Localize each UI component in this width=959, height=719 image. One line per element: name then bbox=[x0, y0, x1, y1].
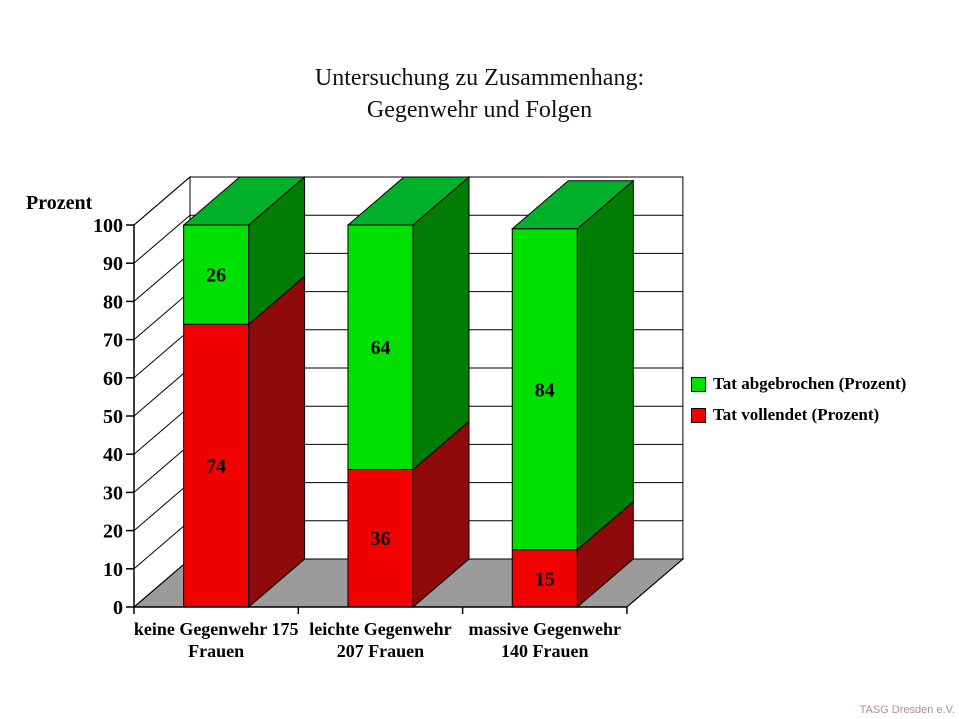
legend: Tat abgebrochen (Prozent) Tat vollendet … bbox=[691, 374, 906, 436]
y-tick-label: 20 bbox=[103, 521, 123, 543]
chart-title: Untersuchung zu Zusammenhang: Gegenwehr … bbox=[0, 62, 959, 126]
wall-diagonal bbox=[133, 482, 191, 531]
y-tick-label: 30 bbox=[103, 482, 123, 504]
bar-side-vollendet bbox=[248, 275, 306, 609]
chart-title-line2: Gegenwehr und Folgen bbox=[366, 97, 593, 123]
bar-value-label: 36 bbox=[370, 528, 390, 550]
legend-swatch-green bbox=[691, 376, 706, 392]
bar-front-abgebrochen bbox=[511, 228, 578, 551]
wall-diagonal bbox=[133, 405, 191, 455]
wall-diagonal bbox=[133, 367, 191, 417]
legend-label: Tat vollendet (Prozent) bbox=[713, 405, 880, 424]
y-tick-label: 80 bbox=[103, 291, 123, 313]
wall-diagonal bbox=[133, 214, 191, 264]
category-label: keine Gegenwehr 175 bbox=[134, 619, 299, 639]
y-tick-label: 10 bbox=[103, 559, 123, 581]
bar-side-abgebrochen bbox=[576, 179, 634, 551]
bar-front-abgebrochen bbox=[347, 224, 414, 470]
legend-swatch-red bbox=[691, 407, 706, 423]
bar-value-label: 15 bbox=[535, 568, 555, 590]
y-tick-label: 70 bbox=[103, 330, 123, 352]
bar-front-abgebrochen bbox=[183, 224, 250, 325]
y-axis-title: Prozent bbox=[26, 192, 93, 214]
category-label: 207 Frauen bbox=[337, 641, 425, 661]
legend-label: Tat abgebrochen (Prozent) bbox=[713, 374, 907, 393]
wall-diagonal bbox=[133, 329, 191, 379]
category-label: massive Gegenwehr bbox=[469, 619, 621, 639]
category-label: 140 Frauen bbox=[501, 641, 589, 661]
credit-watermark: TASG Dresden e.V. bbox=[859, 704, 955, 716]
y-tick-label: 0 bbox=[113, 597, 123, 619]
bar-value-label: 26 bbox=[206, 265, 226, 287]
y-tick-label: 50 bbox=[103, 406, 123, 428]
bar-front-vollendet bbox=[183, 323, 250, 608]
legend-item-abgebrochen: Tat abgebrochen (Prozent) bbox=[691, 374, 906, 394]
wall-diagonal bbox=[133, 253, 191, 302]
bar-front-vollendet bbox=[347, 468, 414, 608]
wall-diagonal bbox=[133, 558, 191, 608]
wall-diagonal bbox=[133, 520, 191, 570]
wall-diagonal bbox=[133, 291, 191, 340]
bar-value-label: 84 bbox=[535, 379, 555, 401]
y-tick-label: 90 bbox=[103, 253, 123, 275]
bar-side-abgebrochen bbox=[412, 175, 470, 471]
y-tick-label: 100 bbox=[93, 215, 123, 237]
chart-title-line1: Untersuchung zu Zusammenhang: bbox=[314, 65, 645, 91]
legend-item-vollendet: Tat vollendet (Prozent) bbox=[691, 405, 906, 425]
wall-diagonal bbox=[133, 444, 191, 493]
bar-value-label: 74 bbox=[206, 456, 226, 478]
y-tick-label: 40 bbox=[103, 444, 123, 466]
bar-value-label: 64 bbox=[370, 337, 390, 359]
bar-front-vollendet bbox=[511, 549, 578, 608]
y-tick-label: 60 bbox=[103, 368, 123, 390]
category-label: leichte Gegenwehr bbox=[309, 619, 451, 639]
category-label: Frauen bbox=[188, 641, 244, 661]
wall-diagonal bbox=[133, 176, 191, 226]
floor-right-edge bbox=[626, 558, 684, 608]
